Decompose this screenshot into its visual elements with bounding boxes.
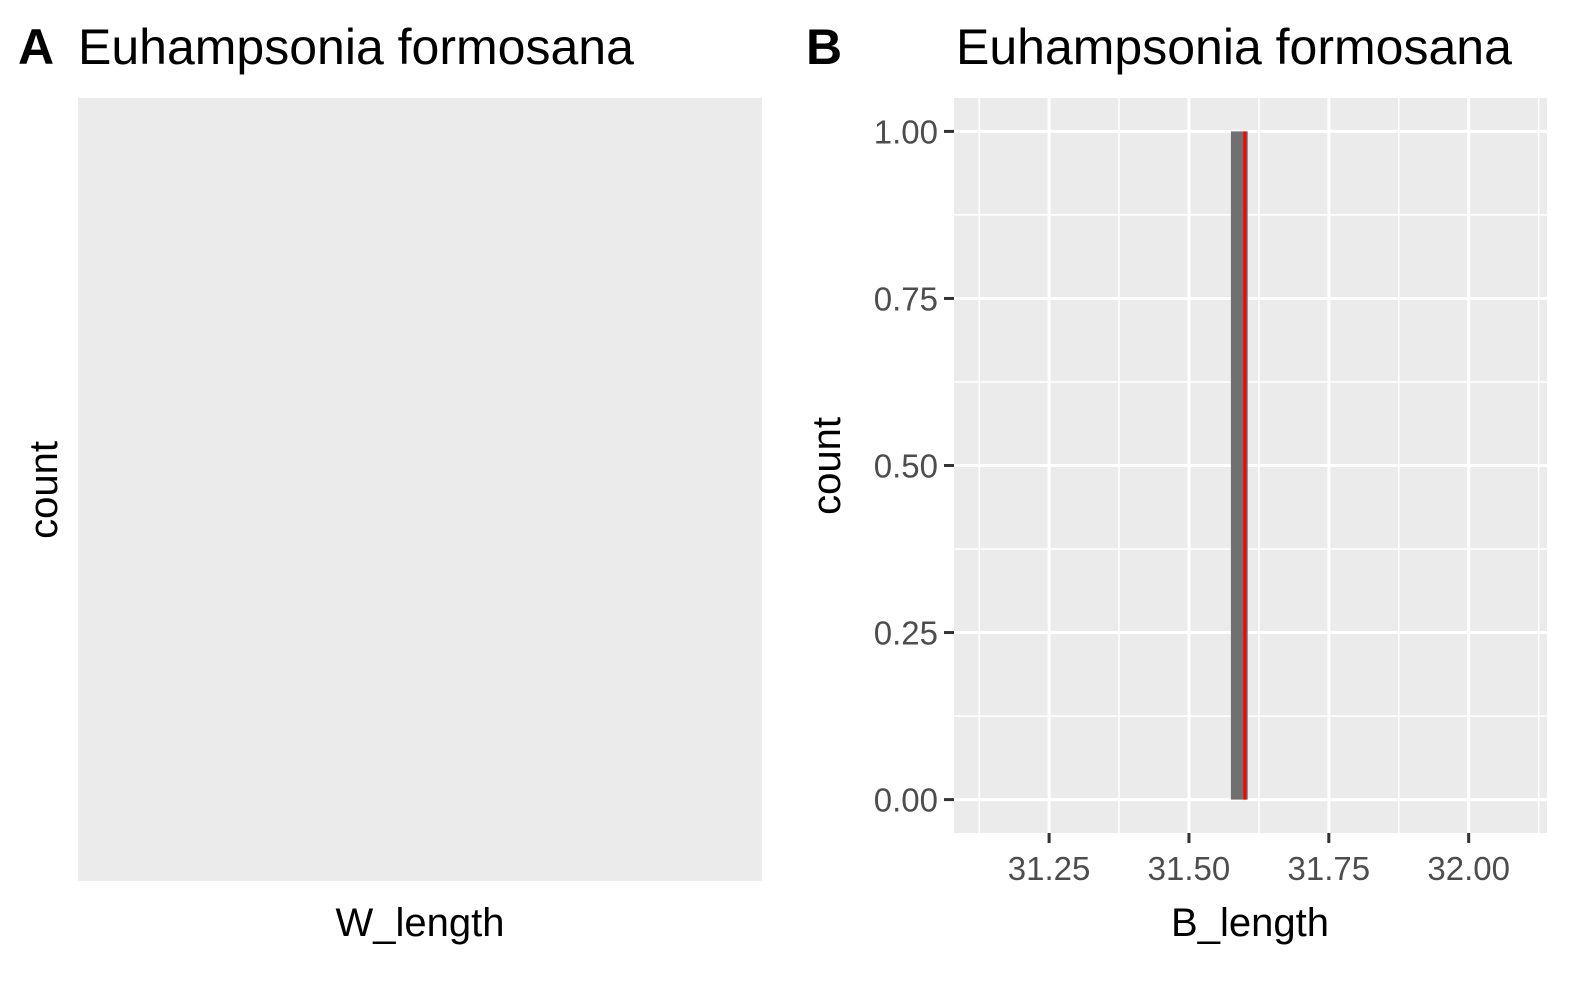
y-tick-label: 0.00 [874, 782, 938, 819]
panel-b-tag: B [806, 19, 842, 75]
panel-a: A Euhampsonia formosana W_length count [18, 19, 762, 945]
y-tick-label: 0.50 [874, 448, 938, 485]
y-tick-label: 0.75 [874, 280, 938, 317]
x-tick-label: 31.50 [1148, 850, 1231, 887]
panel-a-tag: A [18, 19, 54, 75]
panel-a-x-axis-label: W_length [336, 901, 505, 945]
y-tick-label: 1.00 [874, 113, 938, 150]
panel-b-x-axis: 31.25 31.50 31.75 32.00 [1008, 833, 1510, 887]
panel-a-y-axis-label: count [22, 441, 66, 539]
x-tick-label: 31.75 [1288, 850, 1371, 887]
x-tick-label: 32.00 [1427, 850, 1510, 887]
x-tick-label: 31.25 [1008, 850, 1091, 887]
panel-b-major-grid [954, 98, 1547, 833]
panel-b: B Euhampsonia formosana 0.00 0.25 0.50 0.75… [805, 19, 1547, 945]
panel-a-plot-area [78, 98, 762, 881]
panel-b-y-axis-label: count [805, 417, 849, 515]
y-tick-label: 0.25 [874, 615, 938, 652]
panel-b-title: Euhampsonia formosana [956, 19, 1512, 75]
panel-b-x-axis-label: B_length [1171, 901, 1329, 945]
panel-a-title: Euhampsonia formosana [78, 19, 634, 75]
panel-b-y-axis: 0.00 0.25 0.50 0.75 1.00 [874, 113, 954, 819]
